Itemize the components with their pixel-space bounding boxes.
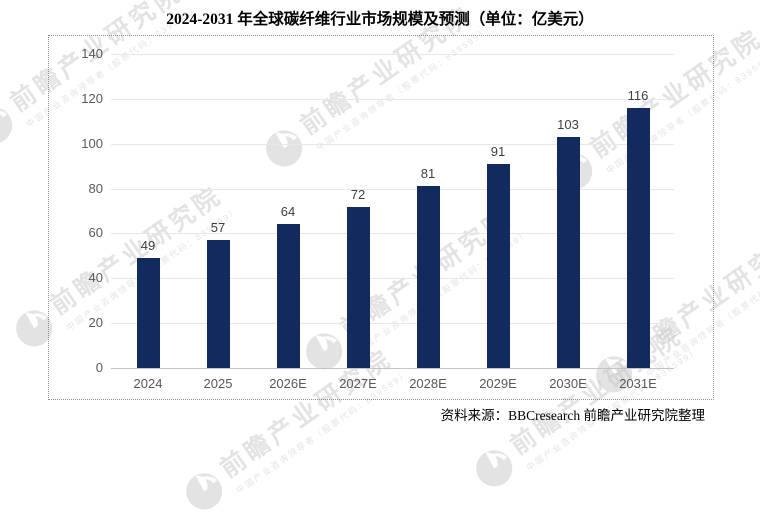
bar-value-label: 72 xyxy=(350,187,366,202)
qianzhan-logo-icon xyxy=(468,442,521,495)
qianzhan-logo-icon xyxy=(178,465,231,518)
x-tick-label: 2031E xyxy=(619,376,657,391)
bar-value-label: 116 xyxy=(627,88,649,103)
bar-value-label: 103 xyxy=(557,117,579,132)
x-tick-label: 2024 xyxy=(133,376,163,391)
x-tick-label: 2027E xyxy=(339,376,377,391)
bar-chart-plot-area: 0 20 40 60 80 100 120 140 49 2024 57 2025 64 2026E 72 2… xyxy=(49,36,713,399)
bar xyxy=(207,240,230,368)
x-axis-line xyxy=(111,368,674,369)
y-tick-label: 0 xyxy=(95,360,103,375)
bar xyxy=(487,164,510,368)
y-tick-label: 140 xyxy=(81,46,103,61)
bar xyxy=(277,224,300,368)
bar-value-label: 81 xyxy=(420,166,436,181)
x-tick-label: 2030E xyxy=(549,376,587,391)
gridline xyxy=(111,323,674,324)
y-tick-label: 20 xyxy=(88,315,103,330)
bar xyxy=(627,108,650,368)
y-tick-label: 100 xyxy=(81,136,103,151)
bar xyxy=(557,137,580,368)
gridline xyxy=(111,189,674,190)
gridline xyxy=(111,144,674,145)
gridline xyxy=(111,278,674,279)
gridline xyxy=(111,99,674,100)
bar-value-label: 91 xyxy=(490,144,506,159)
gridline xyxy=(111,233,674,234)
x-tick-label: 2026E xyxy=(269,376,307,391)
bar-value-label: 57 xyxy=(210,220,226,235)
y-tick-label: 40 xyxy=(88,270,103,285)
bar xyxy=(417,186,440,368)
bar-value-label: 64 xyxy=(280,204,296,219)
x-tick-label: 2028E xyxy=(409,376,447,391)
y-tick-label: 60 xyxy=(88,225,103,240)
x-tick-label: 2029E xyxy=(479,376,517,391)
source-note: 资料来源：BBCresearch 前瞻产业研究院整理 xyxy=(440,408,705,423)
bar xyxy=(347,207,370,368)
gridline xyxy=(111,54,674,55)
qianzhan-logo-icon xyxy=(0,99,21,152)
bar-value-label: 49 xyxy=(140,238,156,253)
y-tick-label: 80 xyxy=(88,181,103,196)
bar xyxy=(137,258,160,368)
y-tick-label: 120 xyxy=(81,91,103,106)
chart-title: 2024-2031 年全球碳纤维行业市场规模及预测（单位：亿美元） xyxy=(166,11,594,28)
chart-border-box: 0 20 40 60 80 100 120 140 49 2024 57 2025 64 2026E 72 2… xyxy=(48,35,714,400)
x-tick-label: 2025 xyxy=(203,376,233,391)
